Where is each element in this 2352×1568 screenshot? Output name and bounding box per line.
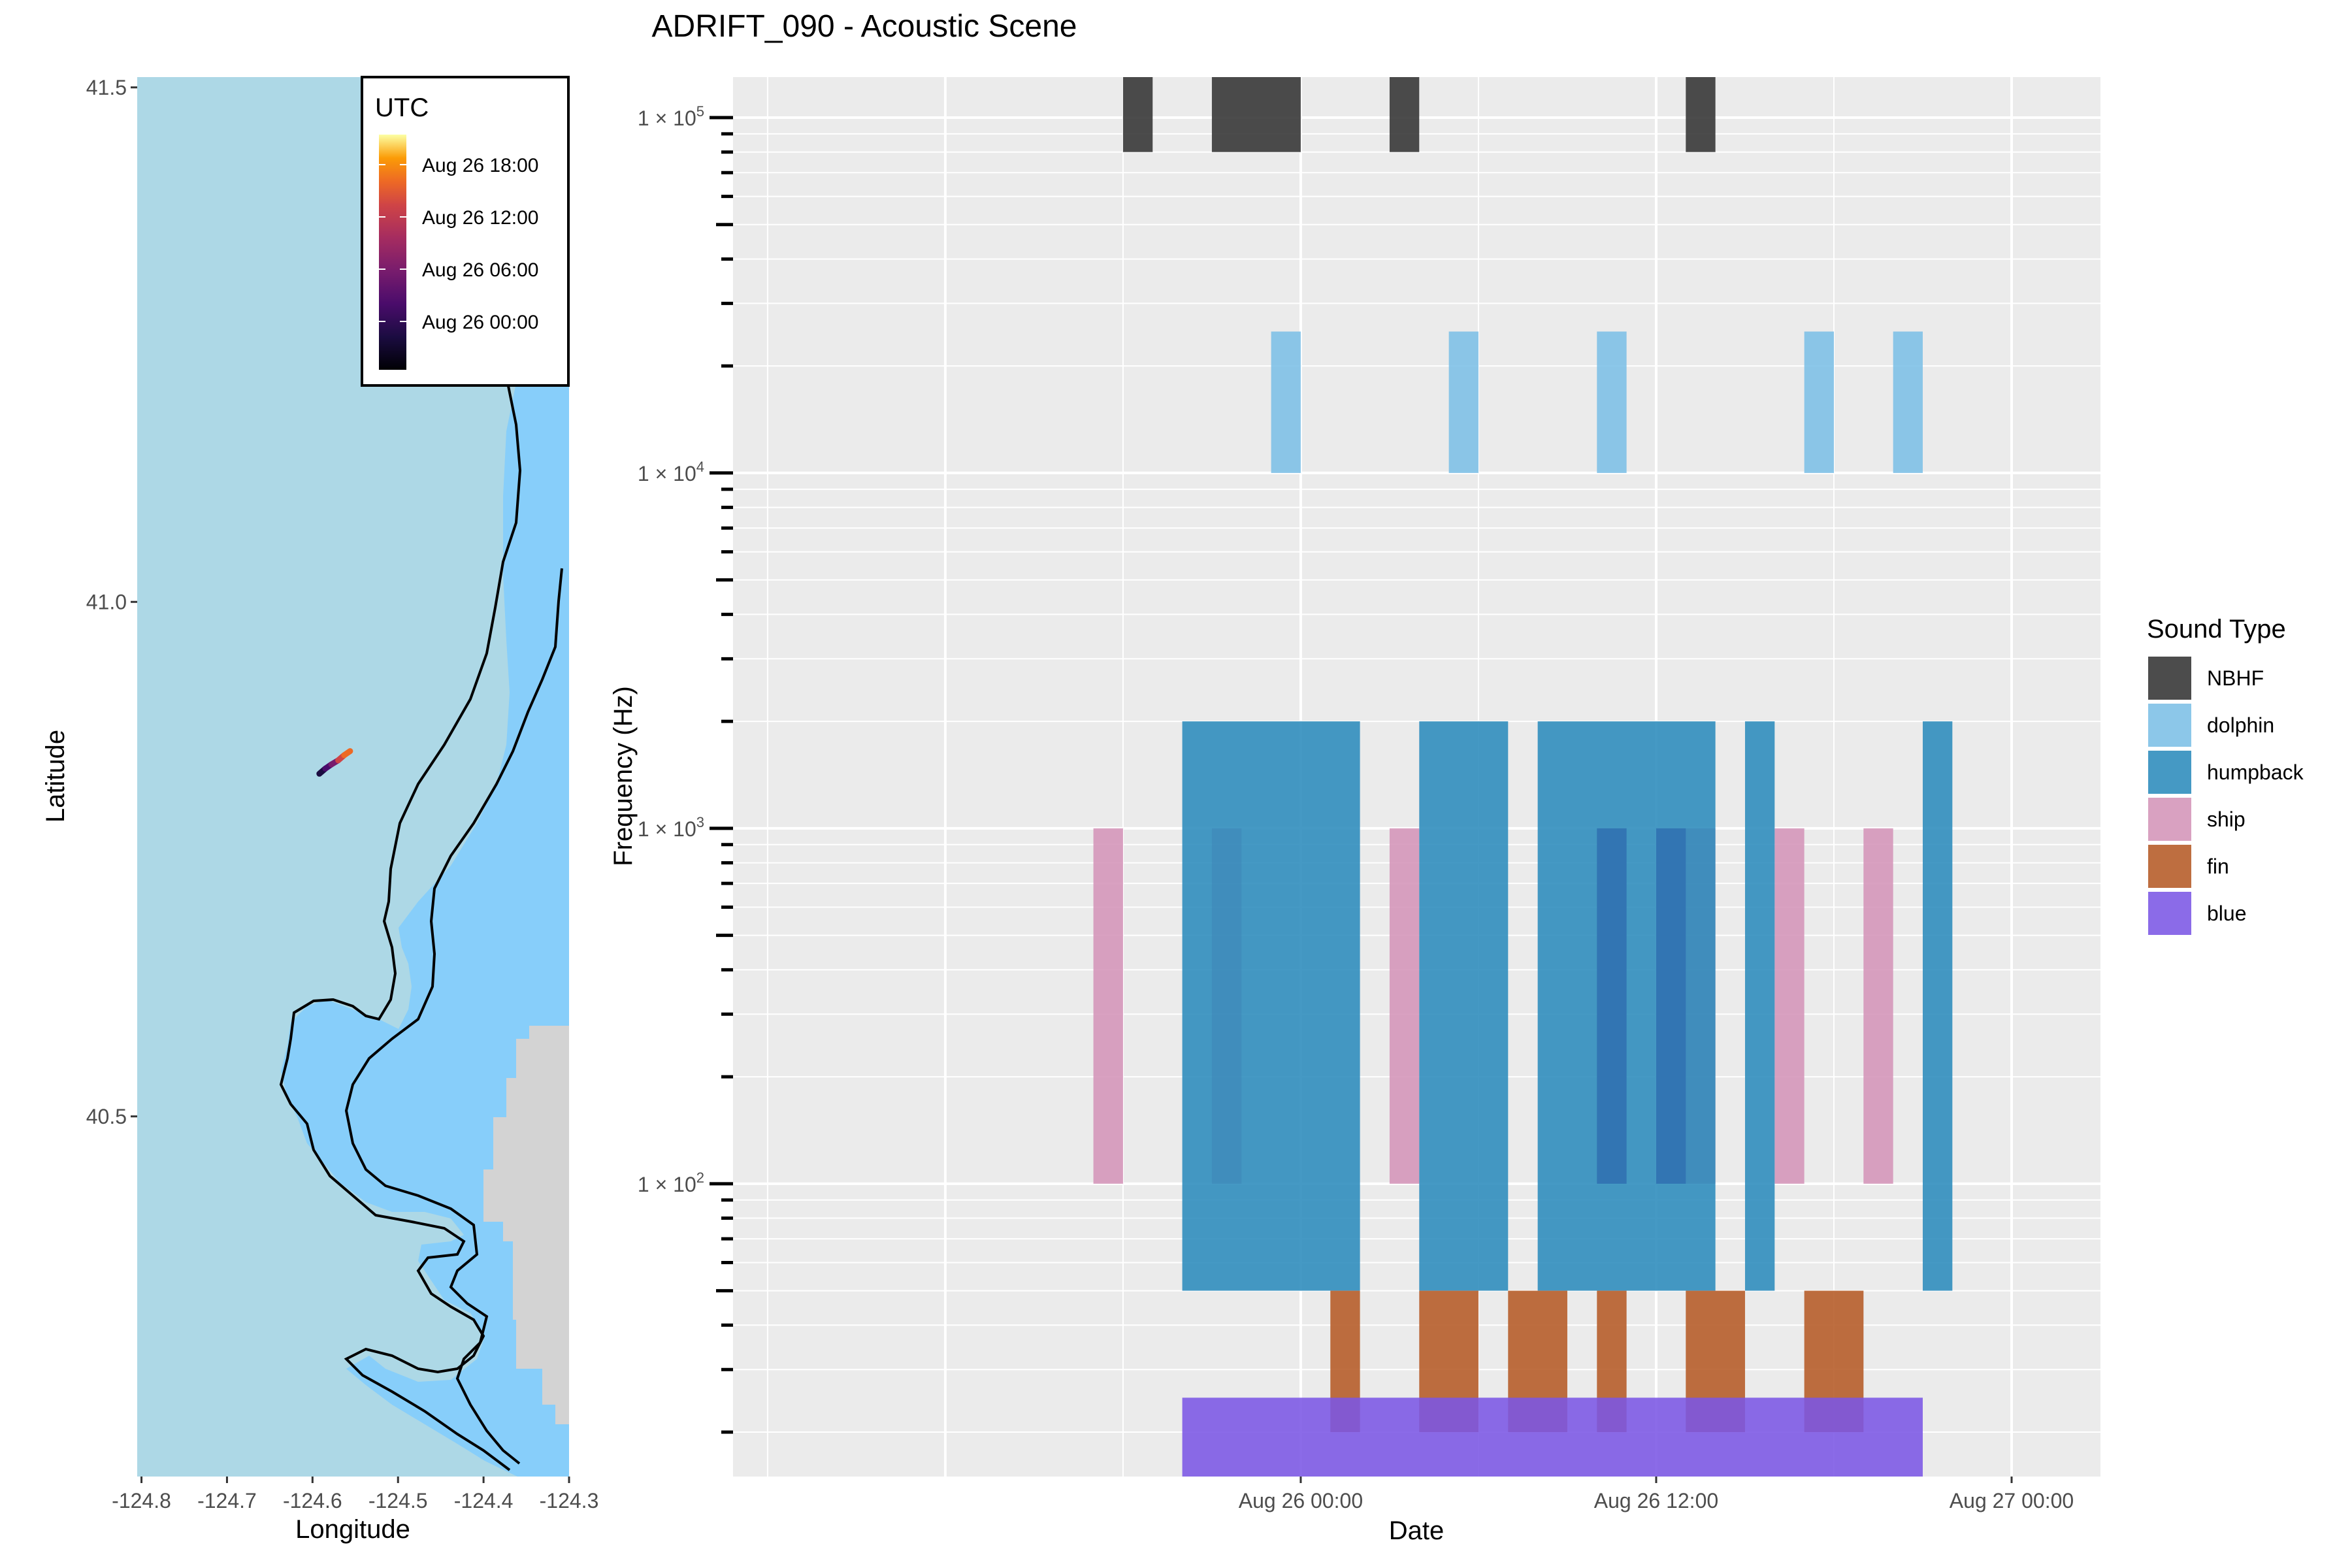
utc-legend-title: UTC	[375, 93, 429, 122]
legend-label-ship: ship	[2207, 808, 2246, 831]
ship-detection-bar	[1863, 828, 1893, 1184]
utc-legend-label: Aug 26 06:00	[422, 259, 539, 281]
nbhf-detection-bar	[1211, 77, 1301, 152]
legend-label-dolphin: dolphin	[2207, 713, 2274, 737]
longitude-axis-title: Longitude	[295, 1515, 410, 1544]
dolphin-detection-bar	[1597, 331, 1627, 473]
utc-legend-labels: Aug 26 18:00 Aug 26 12:00 Aug 26 06:00 Aug …	[379, 155, 539, 333]
date-tick-label: Aug 26 12:00	[1594, 1489, 1718, 1512]
blue-detection-bar	[1182, 1397, 1923, 1477]
utc-colorbar	[379, 135, 406, 370]
longitude-tick-label: -124.5	[368, 1489, 428, 1512]
legend-swatch-nbhf	[2148, 657, 2191, 700]
series-humpback	[1182, 721, 1953, 1291]
series-nbhf	[1122, 77, 1716, 152]
legend-swatch-fin	[2148, 845, 2191, 888]
dolphin-detection-bar	[1448, 331, 1478, 473]
nbhf-detection-bar	[1686, 77, 1716, 152]
latitude-axis: 41.5 41.0 40.5	[86, 76, 137, 1128]
legend-label-humpback: humpback	[2207, 760, 2304, 784]
chart-title: ADRIFT_090 - Acoustic Scene	[652, 9, 1077, 44]
longitude-tick-label: -124.7	[197, 1489, 257, 1512]
drift-track	[316, 748, 353, 777]
frequency-tick-label: 1 × 102	[638, 1169, 704, 1196]
utc-legend: UTC Aug 26 18:00 Aug 26 12:00 Aug 26 06:00…	[361, 76, 570, 387]
frequency-tick-label: 1 × 103	[638, 814, 704, 841]
ship-detection-bar	[1774, 828, 1805, 1184]
longitude-axis: -124.8 -124.7 -124.6 -124.5 -124.4 -124.3	[112, 1477, 598, 1512]
humpback-detection-bar	[1744, 721, 1775, 1291]
nbhf-detection-bar	[1122, 77, 1153, 152]
humpback-detection-bar	[1922, 721, 1953, 1291]
humpback-overlap-bar	[1597, 828, 1627, 1184]
map-panel: -124.8 -124.7 -124.6 -124.5 -124.4 -124.3 41.…	[41, 76, 598, 1544]
nbhf-detection-bar	[1389, 77, 1420, 152]
frequency-axis: 1 × 105 1 × 104 1 × 103 1 × 102	[638, 103, 733, 1434]
longitude-tick-label: -124.4	[454, 1489, 514, 1512]
frequency-tick-label: 1 × 105	[638, 103, 704, 130]
latitude-tick-label: 41.0	[86, 590, 127, 613]
dolphin-detection-bar	[1804, 331, 1834, 473]
legend-swatch-ship	[2148, 798, 2191, 841]
date-tick-label: Aug 27 00:00	[1950, 1489, 2074, 1512]
sound-type-legend-items: NBHF dolphin humpback ship fin blue	[2148, 657, 2304, 935]
longitude-tick-label: -124.6	[283, 1489, 342, 1512]
longitude-tick-label: -124.8	[112, 1489, 171, 1512]
frequency-tick-label: 1 × 104	[638, 459, 704, 485]
land	[483, 1026, 569, 1424]
ship-detection-bar	[1093, 828, 1123, 1184]
utc-legend-label: Aug 26 18:00	[422, 155, 539, 176]
coast-contours	[279, 382, 563, 1471]
legend-label-fin: fin	[2207, 855, 2229, 878]
map-land-shelf	[281, 383, 569, 1477]
dolphin-detection-bar	[1271, 331, 1301, 473]
humpback-detection-bar	[1182, 721, 1360, 1291]
utc-legend-label: Aug 26 00:00	[422, 312, 539, 333]
legend-label-nbhf: NBHF	[2207, 666, 2264, 690]
date-tick-label: Aug 26 00:00	[1239, 1489, 1363, 1512]
timeline-plot-background	[733, 77, 2100, 1477]
legend-label-blue: blue	[2207, 902, 2247, 925]
ship-detection-bar	[1389, 828, 1420, 1184]
humpback-detection-bar	[1419, 721, 1509, 1291]
timeline-panel: 1 × 105 1 × 104 1 × 103 1 × 102 Aug 26 00:0…	[609, 77, 2100, 1545]
sound-type-legend-title: Sound Type	[2147, 615, 2286, 644]
legend-swatch-blue	[2148, 892, 2191, 935]
series-dolphin	[1271, 331, 1923, 473]
series-blue	[1182, 1397, 1923, 1477]
latitude-tick-label: 41.5	[86, 76, 127, 99]
frequency-axis-title: Frequency (Hz)	[609, 686, 638, 866]
legend-swatch-dolphin	[2148, 704, 2191, 747]
drift-track-segment	[341, 748, 353, 759]
date-axis: Aug 26 00:00 Aug 26 12:00 Aug 27 00:00	[1239, 1477, 2074, 1512]
humpback-overlap-bar	[1656, 828, 1686, 1184]
utc-legend-label: Aug 26 12:00	[422, 207, 539, 229]
dolphin-detection-bar	[1893, 331, 1923, 473]
legend-swatch-humpback	[2148, 751, 2191, 794]
sound-type-legend: Sound Type NBHF dolphin humpback ship fin blu…	[2147, 615, 2304, 935]
coast-contour-outer	[344, 568, 563, 1465]
coast-contour-inner	[279, 382, 522, 1471]
date-axis-title: Date	[1389, 1516, 1445, 1545]
latitude-tick-label: 40.5	[86, 1105, 127, 1128]
longitude-tick-label: -124.3	[540, 1489, 599, 1512]
timeline-bars	[1093, 77, 1953, 1477]
latitude-axis-title: Latitude	[41, 730, 70, 823]
